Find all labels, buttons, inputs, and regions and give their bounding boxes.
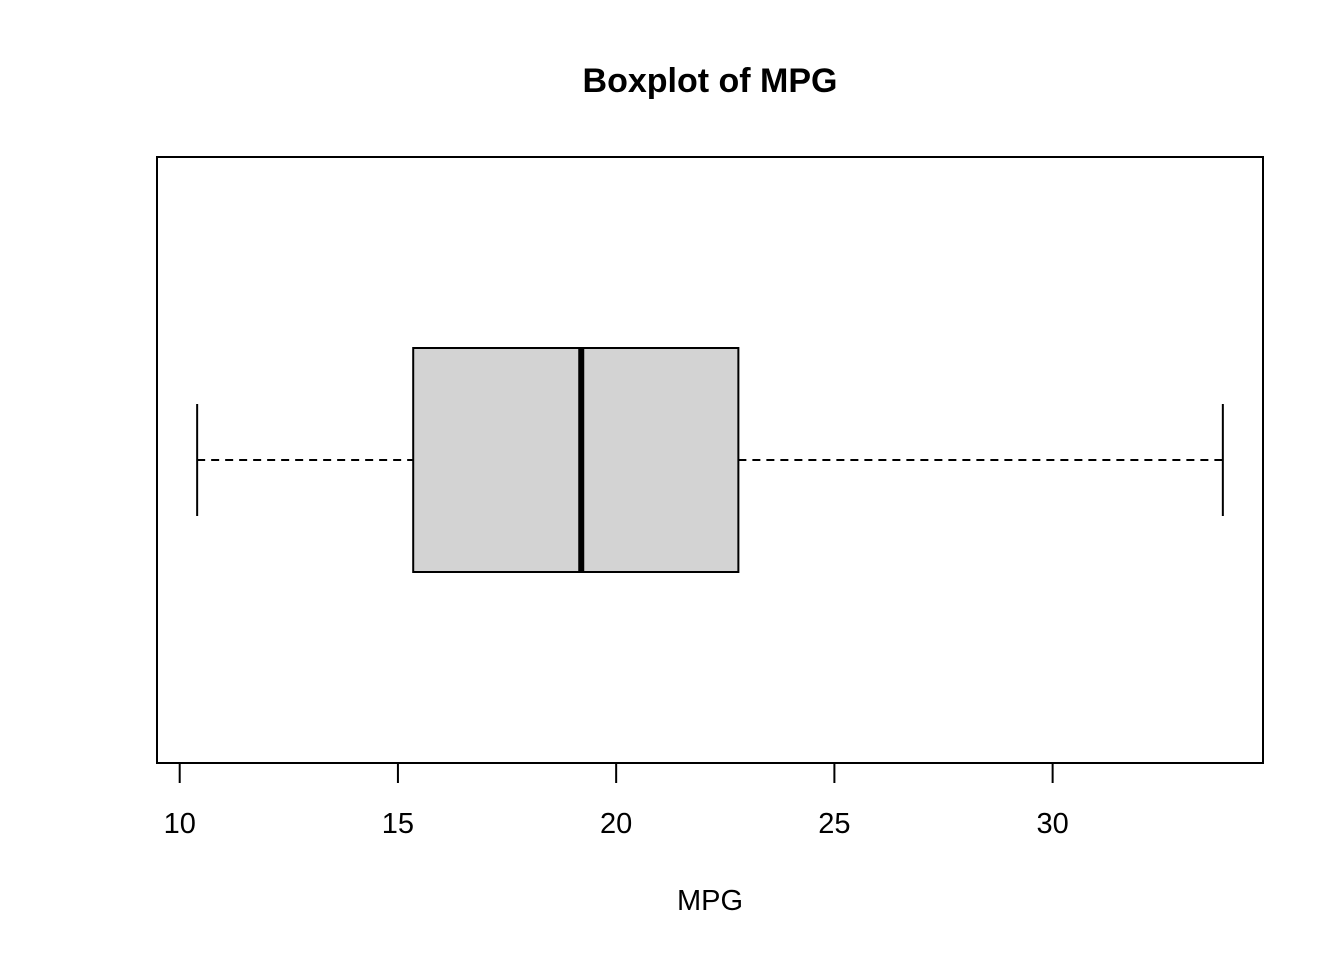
boxplot-group bbox=[196, 347, 1224, 573]
x-tick-label: 30 bbox=[1036, 808, 1068, 840]
x-axis-label: MPG bbox=[677, 885, 743, 917]
iqr-box bbox=[412, 347, 740, 573]
x-tick-label: 25 bbox=[818, 808, 850, 840]
x-tick-label: 15 bbox=[382, 808, 414, 840]
x-tick-label: 20 bbox=[600, 808, 632, 840]
x-axis: 10 15 20 25 30 bbox=[164, 762, 1069, 840]
x-tick-label: 10 bbox=[164, 808, 196, 840]
chart-title: Boxplot of MPG bbox=[583, 62, 838, 100]
